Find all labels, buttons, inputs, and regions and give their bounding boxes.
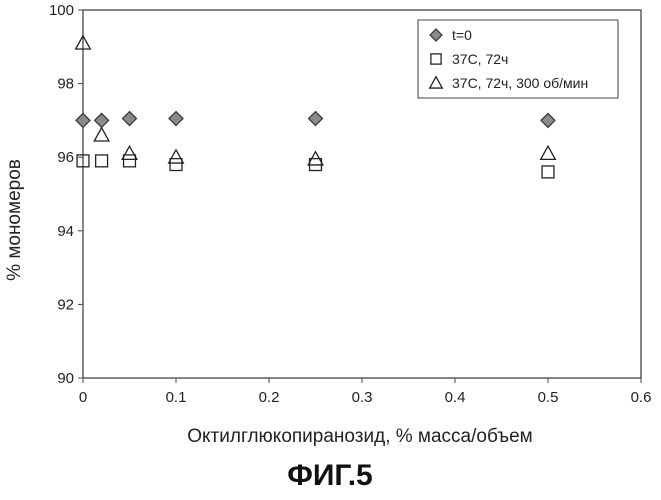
data-point-square <box>170 159 182 171</box>
legend-label: 37С, 72ч, 300 об/мин <box>452 75 588 91</box>
data-point-diamond <box>95 113 109 127</box>
data-point-diamond <box>309 112 323 126</box>
y-axis-label: % мономеров <box>4 159 25 281</box>
x-axis-label: Октилглюкопиранозид, % масса/объем <box>187 426 532 447</box>
x-tick-label: 0.5 <box>538 389 559 406</box>
data-point-diamond <box>76 113 90 127</box>
x-axis-ticks: 0 0.1 0.2 0.3 0.4 0.5 0.6 <box>79 378 652 406</box>
data-point-square <box>542 166 554 178</box>
data-point-triangle <box>94 128 109 141</box>
y-tick-label: 98 <box>57 76 74 93</box>
x-tick-label: 0 <box>79 389 87 406</box>
data-point-diamond <box>123 112 137 126</box>
y-tick-label: 94 <box>57 223 74 240</box>
y-tick-label: 96 <box>57 149 74 166</box>
data-point-square <box>124 155 136 167</box>
figure-caption: ФИГ.5 <box>287 459 372 492</box>
data-point-triangle <box>169 150 184 163</box>
y-axis-ticks: 90 92 94 96 98 100 <box>49 2 83 387</box>
legend-label: 37С, 72ч <box>452 51 508 67</box>
data-point-triangle <box>122 146 137 159</box>
y-tick-label: 92 <box>57 296 74 313</box>
x-tick-label: 0.1 <box>166 389 187 406</box>
data-point-diamond <box>169 112 183 126</box>
data-point-square <box>96 155 108 167</box>
data-point-triangle <box>541 146 556 159</box>
legend: t=0 37С, 72ч 37С, 72ч, 300 об/мин <box>418 20 618 98</box>
x-tick-label: 0.6 <box>631 389 652 406</box>
data-point-diamond <box>541 113 555 127</box>
y-tick-label: 100 <box>49 2 74 19</box>
x-tick-label: 0.4 <box>445 389 466 406</box>
x-tick-label: 0.2 <box>259 389 280 406</box>
y-tick-label: 90 <box>57 370 74 387</box>
x-tick-label: 0.3 <box>352 389 373 406</box>
legend-label: t=0 <box>452 27 472 43</box>
